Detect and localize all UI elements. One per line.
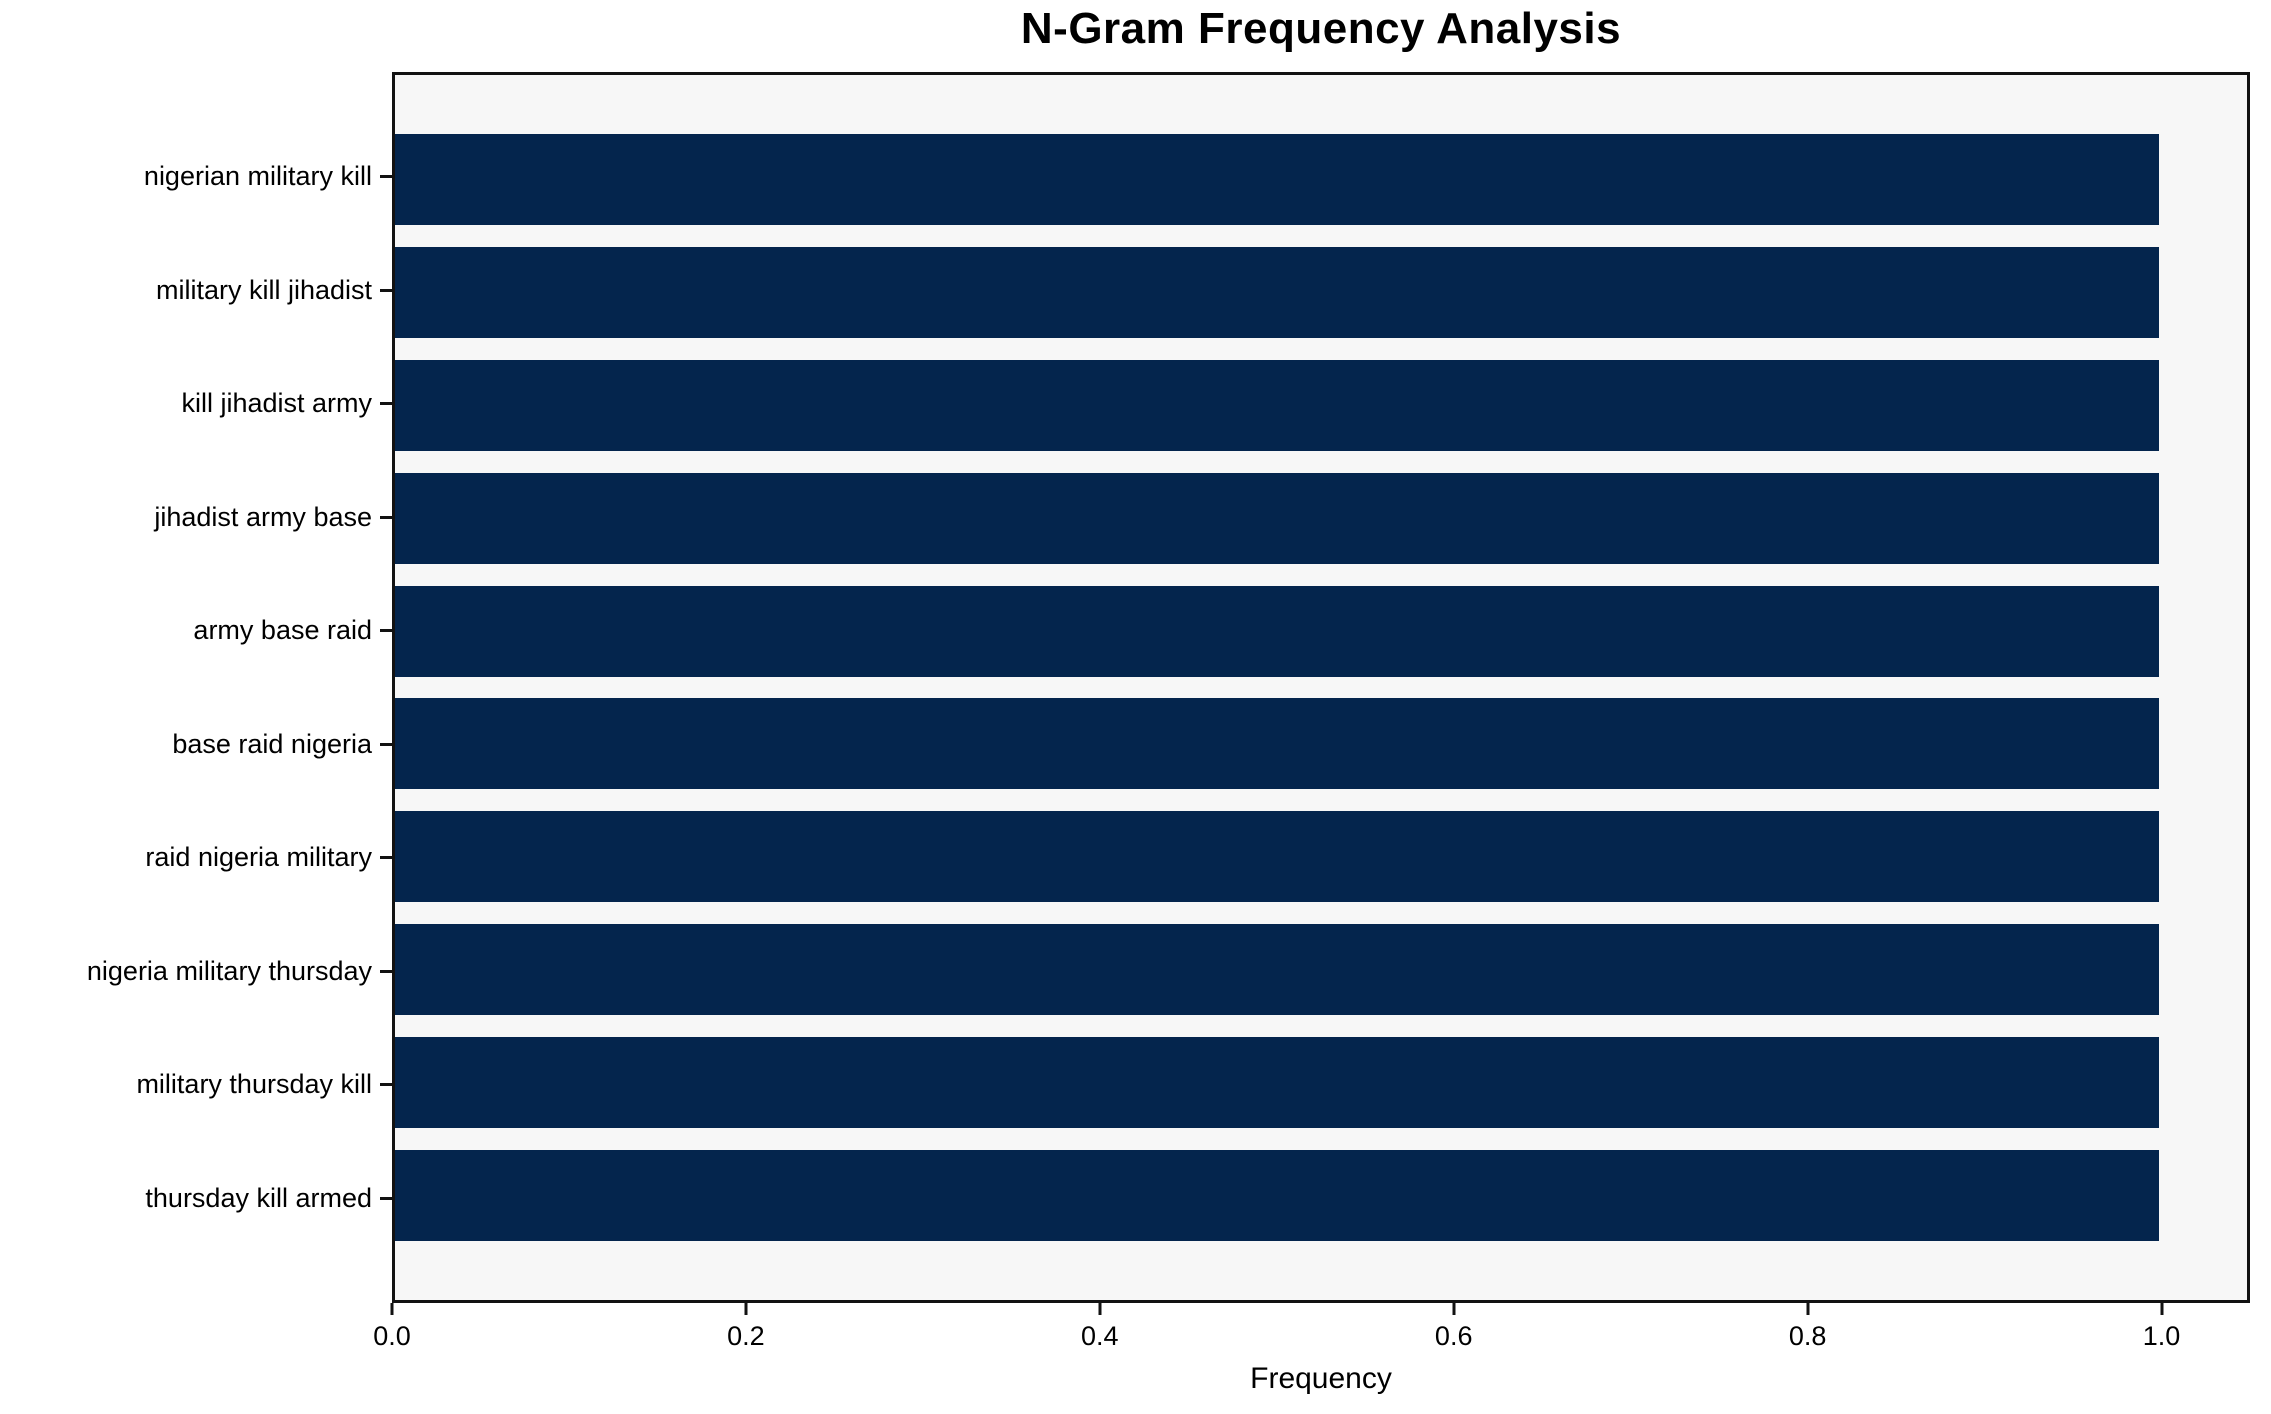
x-axis: 0.0 0.2 0.4 0.6 0.8 1.0 [373, 1303, 2250, 1373]
y-tick-mark [380, 1083, 392, 1087]
x-tick-mark [1452, 1303, 1456, 1315]
y-tick-label: army base raid [193, 615, 372, 646]
x-tick-mark [390, 1303, 394, 1315]
x-tick-mark [744, 1303, 748, 1315]
y-tick-mark [380, 175, 392, 178]
bar [395, 246, 2159, 338]
plot-area [392, 72, 2250, 1303]
y-tick-row: base raid nigeria [0, 699, 392, 790]
bars-container [395, 75, 2247, 1300]
x-tick-mark [2160, 1303, 2164, 1315]
bar [395, 698, 2159, 790]
y-tick-mark [380, 515, 392, 519]
y-tick-label: kill jihadist army [181, 388, 372, 419]
y-tick-row: nigerian military kill [0, 131, 392, 222]
y-tick-row: military kill jihadist [0, 245, 392, 336]
y-axis: nigerian military kill military kill jiha… [0, 72, 392, 1303]
y-tick-mark [380, 742, 392, 746]
x-tick-label: 0.0 [373, 1321, 411, 1351]
chart-title: N-Gram Frequency Analysis [1020, 4, 1622, 53]
y-tick-label: raid nigeria military [145, 842, 372, 873]
bar [395, 811, 2159, 903]
y-tick-mark [380, 629, 392, 633]
y-tick-row: kill jihadist army [0, 358, 392, 449]
bar [395, 1149, 2159, 1241]
y-tick-row: raid nigeria military [0, 812, 392, 903]
x-tick-label: 0.8 [1788, 1321, 1827, 1351]
bar [395, 359, 2159, 451]
y-tick-mark [380, 288, 392, 292]
y-tick-mark [380, 856, 392, 860]
y-tick-row: thursday kill armed [0, 1153, 392, 1244]
bar [395, 134, 2159, 225]
y-tick-label: thursday kill armed [145, 1182, 372, 1213]
y-tick-row: army base raid [0, 585, 392, 676]
x-tick-mark [1806, 1303, 1810, 1315]
y-tick-mark [380, 402, 392, 406]
y-tick-label: military thursday kill [136, 1069, 372, 1100]
x-tick-label: 1.0 [2142, 1321, 2181, 1351]
x-tick-mark [1098, 1303, 1102, 1315]
y-tick-label: jihadist army base [154, 501, 372, 532]
bar [395, 1037, 2159, 1128]
y-tick-mark [380, 969, 392, 973]
bar [395, 585, 2159, 677]
y-tick-row: jihadist army base [0, 472, 392, 563]
bar [395, 924, 2159, 1016]
y-tick-row: military thursday kill [0, 1039, 392, 1130]
y-tick-label: military kill jihadist [155, 274, 372, 305]
y-tick-mark [380, 1196, 392, 1200]
x-axis-title: Frequency [1250, 1362, 1392, 1395]
x-tick-label: 0.6 [1434, 1321, 1473, 1351]
bar [395, 472, 2159, 564]
y-tick-label: nigerian military kill [143, 161, 372, 191]
y-tick-label: nigeria military thursday [86, 955, 372, 986]
x-tick-label: 0.2 [727, 1321, 765, 1351]
x-tick-label: 0.4 [1081, 1321, 1119, 1351]
y-tick-label: base raid nigeria [172, 728, 372, 759]
y-tick-row: nigeria military thursday [0, 926, 392, 1017]
